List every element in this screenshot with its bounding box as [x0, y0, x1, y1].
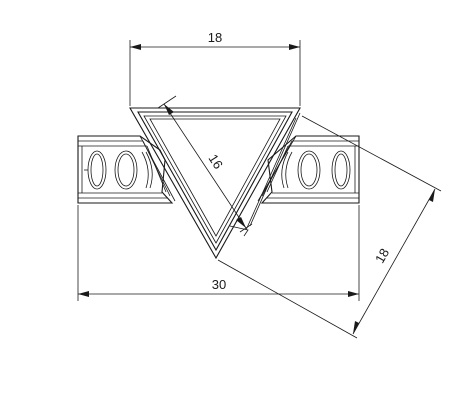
dimension-inner: 16 [157, 95, 253, 233]
dimension-inner-label: 16 [206, 151, 226, 171]
dimension-top: 18 [129, 30, 301, 106]
left-perforations [84, 150, 153, 190]
dimension-side: 18 [217, 115, 442, 339]
right-perforations [281, 150, 351, 190]
dimension-top-label: 18 [208, 30, 222, 45]
left-strip [77, 135, 176, 204]
dimension-overall: 30 [77, 205, 360, 301]
triangle-profile [129, 107, 301, 260]
dimension-side-label: 18 [372, 246, 392, 266]
dimension-overall-label: 30 [212, 277, 226, 292]
